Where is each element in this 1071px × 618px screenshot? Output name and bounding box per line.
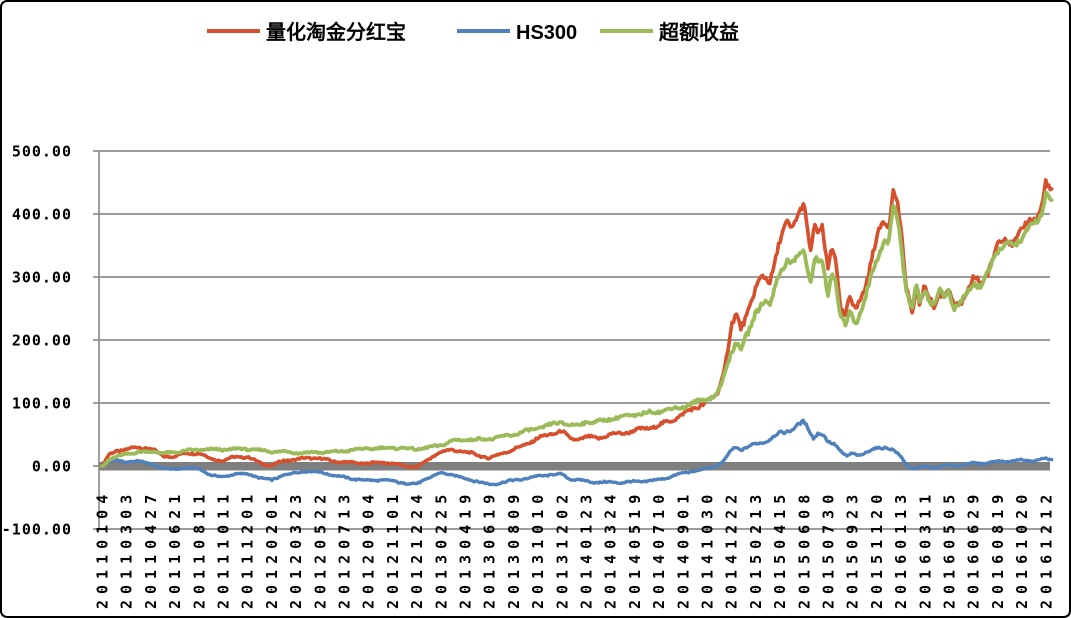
x-tick-label: 20120323 [287,489,305,609]
x-tick-label: 20140519 [626,489,644,609]
y-tick-label: 0.00 [32,458,72,476]
x-tick-label: 20160819 [989,489,1007,609]
x-tick-label: 20110104 [94,489,112,609]
x-tick-label: 20151120 [868,489,886,609]
x-tick-label: 20140710 [650,489,668,609]
x-tick-label: 20161212 [1037,489,1055,609]
x-tick-label: 20120713 [336,489,354,609]
y-tick-label: 400.00 [12,206,72,224]
x-tick-label: 20111011 [215,489,233,609]
x-tick-label: 20140123 [578,489,596,609]
x-tick-label: 20130225 [432,489,450,609]
y-tick-label: 100.00 [12,395,72,413]
x-tick-label: 20160311 [916,489,934,609]
x-tick-label: 20110811 [190,489,208,609]
x-tick-label: 20110303 [118,489,136,609]
y-axis-labels: 500.00 400.00 300.00 200.00 100.00 0.00 -100.0… [2,143,72,539]
legend-label-fund: 量化淘金分红宝 [266,20,406,44]
x-tick-label: 20150923 [844,489,862,609]
y-tick-label: -100.00 [2,521,72,539]
legend: 量化淘金分红宝 HS300 超额收益 [207,20,739,44]
x-tick-label: 20140324 [602,489,620,609]
x-tick-label: 20111201 [239,489,257,609]
series-lines [100,178,1054,487]
y-tick-label: 300.00 [12,269,72,287]
x-tick-label: 20130619 [481,489,499,609]
x-tick-label: 20121224 [408,489,426,609]
x-tick-label: 20110427 [142,489,160,609]
legend-label-excess: 超额收益 [658,20,739,44]
zero-axis-line [99,462,1050,471]
x-tick-label: 20121101 [384,489,402,609]
x-tick-label: 20160505 [941,489,959,609]
x-tick-label: 20141030 [699,489,717,609]
x-tick-label: 20120201 [263,489,281,609]
x-tick-label: 20131202 [553,489,571,609]
x-tick-label: 20150730 [820,489,838,609]
x-tick-label: 20120522 [311,489,329,609]
x-tick-label: 20150213 [747,489,765,609]
x-tick-label: 20160629 [965,489,983,609]
x-axis-labels: 20110104 20110303 20110427 20110621 20110811… [94,489,1056,609]
x-tick-label: 20150415 [771,489,789,609]
legend-label-hs300: HS300 [516,22,577,44]
x-tick-label: 20141222 [723,489,741,609]
x-tick-label: 20130419 [457,489,475,609]
x-tick-label: 20110621 [166,489,184,609]
x-tick-label: 20120904 [360,489,378,609]
x-tick-label: 20140901 [674,489,692,609]
x-tick-label: 20161020 [1013,489,1031,609]
x-tick-label: 20130809 [505,489,523,609]
gridlines [93,150,1050,530]
x-tick-label: 20131010 [529,489,547,609]
series-line-excess [100,190,1054,468]
series-line-fund [100,178,1054,470]
series-line-hs300 [100,418,1054,487]
y-tick-label: 500.00 [12,143,72,161]
x-tick-label: 20150608 [795,489,813,609]
y-tick-label: 200.00 [12,332,72,350]
x-tick-label: 20160113 [892,489,910,609]
